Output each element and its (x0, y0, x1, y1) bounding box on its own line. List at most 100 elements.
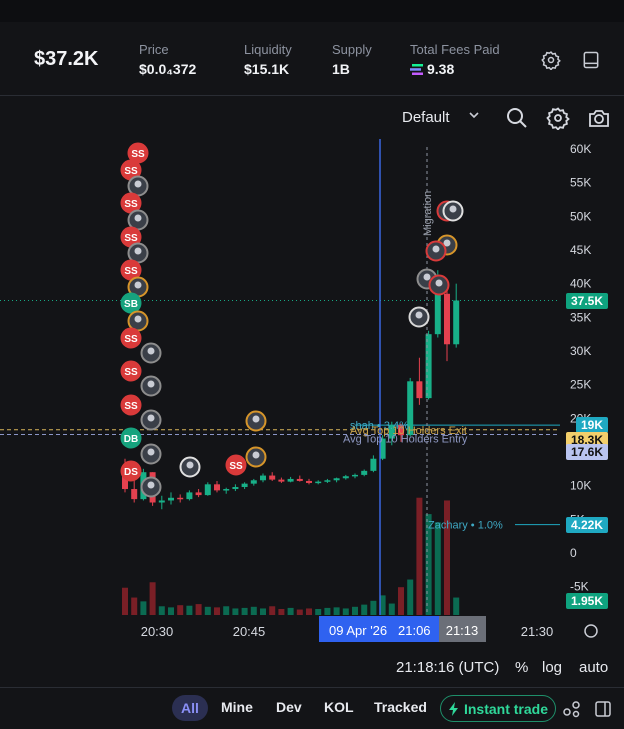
chart-toolbar: Default (0, 97, 624, 139)
avatar-icon (186, 461, 194, 469)
volume-bar (140, 601, 147, 615)
avatar-icon (147, 448, 155, 456)
candle-body (177, 497, 184, 500)
y-tick-label: 60K (570, 142, 591, 156)
candle-body (287, 478, 294, 482)
candle-body (131, 489, 138, 500)
volume-bar (223, 606, 230, 615)
filter-dev[interactable]: Dev (276, 699, 302, 715)
supply-label: Supply (332, 42, 372, 57)
crosshair-date-label: 09 Apr '26 (329, 623, 387, 638)
volume-bar (352, 606, 358, 615)
exit-avg-label: Avg Top 10 Holders Exit (350, 425, 467, 437)
chart-settings-icon[interactable] (546, 106, 570, 130)
volume-bar (388, 603, 395, 615)
candle-body (306, 480, 312, 483)
trader-marker-label: DB (124, 434, 138, 445)
market-cap: $37.2K (34, 48, 99, 70)
trader-marker (120, 394, 142, 416)
zachary-label: Zachary • 1.0% (428, 520, 503, 532)
volume-bar (214, 607, 220, 615)
filter-mine[interactable]: Mine (221, 699, 253, 715)
y-tick-label: 55K (570, 176, 591, 190)
trader-marker (120, 460, 142, 482)
volume-bar (416, 497, 423, 615)
candle-body (434, 293, 441, 335)
gear-icon[interactable] (541, 50, 561, 70)
candle-body (122, 472, 128, 490)
price-tag: 19K (575, 417, 608, 434)
camera-icon[interactable] (587, 106, 611, 130)
auto-toggle[interactable]: auto (579, 659, 609, 676)
avatar-icon (415, 311, 423, 319)
candle-body (250, 480, 257, 484)
candle-body (195, 492, 202, 496)
avatar-icon (147, 414, 155, 422)
price-tag: 17.6K (565, 444, 608, 461)
candle-body (342, 476, 349, 479)
price-tag: 37.5K (565, 292, 608, 309)
sidebar-toggle-icon[interactable] (594, 700, 612, 718)
volume-bar (453, 597, 460, 615)
volume-bar (241, 607, 248, 615)
price-tag: 1.95K (565, 593, 608, 609)
liquidity-stat: Liquidity $15.1K (244, 42, 292, 77)
y-tick-label: 35K (570, 310, 591, 324)
volume-bar (425, 514, 432, 615)
volume-bar (315, 609, 322, 615)
instant-trade-button[interactable]: Instant trade (440, 695, 556, 722)
y-tick-label: 0 (570, 546, 577, 560)
avatar-icon (134, 247, 142, 255)
trader-marker-label: SS (131, 149, 145, 160)
liquidity-label: Liquidity (244, 42, 292, 57)
volume-bar (177, 605, 184, 615)
utc-clock: 21:18:16 (UTC) (396, 659, 500, 676)
y-tick-label: 50K (570, 209, 591, 223)
filter-tracked[interactable]: Tracked (374, 699, 427, 715)
volume-bar (195, 604, 202, 615)
trader-marker-label: DS (124, 467, 138, 478)
trader-marker (120, 292, 142, 314)
volume-bar (250, 606, 257, 615)
candle-body (379, 438, 386, 459)
avatar-icon (432, 245, 440, 253)
candle-body (158, 500, 165, 503)
search-icon[interactable] (505, 106, 529, 130)
x-tick-label: 21:30 (521, 624, 554, 639)
avatar-icon (252, 451, 260, 459)
x-tick-label: 20:45 (233, 624, 266, 639)
top-strip (0, 0, 624, 22)
avatar-icon (134, 180, 142, 188)
avatar-icon (147, 347, 155, 355)
interval-select[interactable]: Default (402, 109, 450, 126)
chart-canvas[interactable]: 60K55K50K45K40K35K30K25K20K15K10K5K0-5KM… (0, 139, 624, 644)
filter-kol[interactable]: KOL (324, 699, 354, 715)
volume-bar (306, 608, 312, 615)
candle-body (425, 334, 432, 399)
candle-body (324, 480, 331, 482)
entry-avg-label: Avg Top 10 Holders Entry (343, 433, 468, 445)
trader-marker-label: SS (124, 166, 138, 177)
avatar-icon (449, 205, 457, 213)
panel-icon[interactable] (581, 50, 601, 70)
candle-body (269, 475, 276, 480)
volume-bar (278, 609, 285, 615)
volume-bar (324, 607, 331, 615)
chevron-down-icon[interactable] (468, 109, 480, 121)
log-toggle[interactable]: log (542, 659, 563, 676)
candle-body (278, 479, 285, 482)
percent-toggle[interactable]: % (515, 659, 529, 676)
trader-marker-label: SS (124, 334, 138, 345)
trader-marker (225, 454, 247, 476)
volume-bar (131, 597, 138, 615)
price-tag: 18.3K (565, 431, 608, 448)
lightning-icon (448, 701, 458, 716)
fees-stat: Total Fees Paid 9.38 (410, 42, 500, 77)
reset-zoom-icon (584, 624, 598, 638)
avatar-icon (134, 281, 142, 289)
supply-stat: Supply 1B (332, 42, 372, 77)
candle-body (232, 487, 239, 490)
share-icon[interactable] (563, 700, 581, 718)
filter-all[interactable]: All (172, 695, 208, 721)
price-chart[interactable]: 60K55K50K45K40K35K30K25K20K15K10K5K0-5KM… (0, 139, 624, 644)
